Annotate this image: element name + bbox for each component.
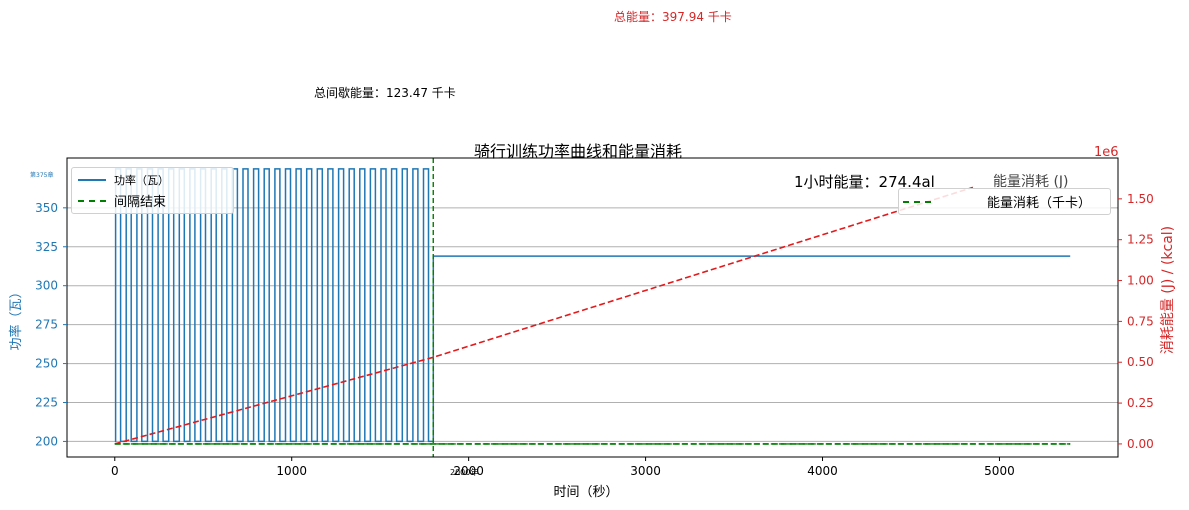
- y-tick-label-1: 225: [35, 395, 58, 409]
- energy-kcal-line: [114, 186, 974, 445]
- x-tick-label-4: 4000: [807, 464, 838, 478]
- power-line: [114, 168, 1071, 443]
- legend-item-energy: 能量消耗（千卡）: [903, 192, 1091, 211]
- plot-frame: [66, 157, 1119, 458]
- right-axis-exponent: 1e6: [1094, 145, 1119, 160]
- y-right-tick-label-5: 1.25: [1127, 233, 1154, 247]
- axes-frame: [66, 157, 1119, 458]
- y-tick-label-6: 350: [35, 201, 58, 215]
- stray-tick-label-375: 第375章: [30, 172, 54, 179]
- y-tick-label-5: 325: [35, 240, 58, 254]
- y-tick-label-4: 300: [35, 279, 58, 293]
- right-legend-title: 能量消耗 (J): [993, 174, 1069, 190]
- stray-tick-label-2000: 2000年: [450, 468, 479, 477]
- gridlines: [67, 207, 1118, 442]
- x-axis-label: 时间（秒）: [553, 485, 618, 500]
- y-right-tick-label-2: 0.50: [1127, 355, 1154, 369]
- y-right-tick-label-3: 0.75: [1127, 314, 1154, 328]
- legend-swatch-interval-end: [78, 199, 106, 202]
- y-right-tick-label-0: 0.00: [1127, 437, 1154, 451]
- legend-right: 能量消耗（千卡）: [898, 188, 1111, 215]
- legend-left: 功率（瓦） 间隔结束: [71, 167, 234, 214]
- total-energy-annotation: 总能量：397.94 千卡: [614, 10, 732, 24]
- legend-label-power: 功率（瓦）: [114, 174, 169, 187]
- legend-item-power: 功率（瓦）: [78, 172, 169, 188]
- legend-swatch-power: [78, 179, 106, 181]
- tick-labels: 0 1000 2000 3000 4000 5000 200 225 250 275 300 325 3…: [35, 192, 1154, 478]
- legend-label-interval-end: 间隔结束: [114, 195, 167, 210]
- y-right-tick-label-4: 1.00: [1127, 274, 1154, 288]
- y-axis-right-label: 消耗能量 (J) / (kcal): [1160, 226, 1176, 354]
- y-tick-label-2: 250: [35, 357, 58, 371]
- interval-energy-annotation: 总间歇能量：123.47 千卡: [314, 86, 456, 100]
- legend-item-interval-end: 间隔结束: [78, 191, 166, 210]
- energy-series: [114, 186, 1071, 445]
- y-tick-label-3: 275: [35, 318, 58, 332]
- legend-swatch-energy: [903, 200, 931, 203]
- x-tick-label-5: 5000: [984, 464, 1015, 478]
- power-series: [114, 168, 1071, 443]
- y-tick-label-0: 200: [35, 434, 58, 448]
- y-axis-label: 功率（瓦）: [8, 285, 24, 350]
- hour-energy-annotation: 1小时能量：274.4al: [794, 173, 935, 191]
- x-tick-label-3: 3000: [630, 464, 661, 478]
- legend-label-energy: 能量消耗（千卡）: [987, 196, 1092, 211]
- chart-title: 骑行训练功率曲线和能量消耗: [474, 142, 683, 161]
- x-tick-label-1: 1000: [276, 464, 307, 478]
- x-tick-label-2: 2000: [453, 464, 484, 478]
- x-tick-label-0: 0: [111, 464, 119, 478]
- y-right-tick-label-6: 1.50: [1127, 192, 1154, 206]
- y-right-tick-label-1: 0.25: [1127, 396, 1154, 410]
